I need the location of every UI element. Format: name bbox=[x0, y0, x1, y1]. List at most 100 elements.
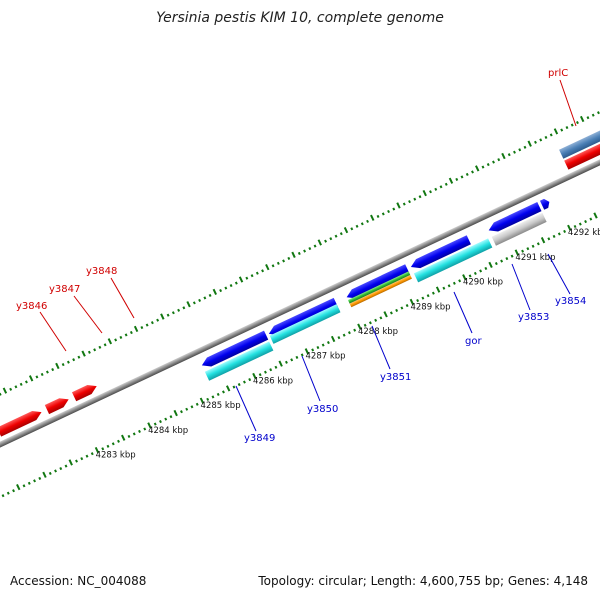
ruler-label: 4287 kbp bbox=[306, 352, 346, 362]
upper-tick bbox=[492, 160, 495, 164]
lower-tick bbox=[552, 234, 556, 238]
gene-label: y3847 bbox=[49, 284, 80, 295]
lower-tick bbox=[75, 459, 78, 463]
label-layer: 4283 kbp 4284 kbp 4285 kbp 4286 kbp 4287 kbp… bbox=[16, 68, 600, 460]
upper-tick bbox=[119, 335, 123, 340]
lower-tick bbox=[232, 385, 236, 389]
lower-tick bbox=[54, 469, 57, 473]
lower-tick-track bbox=[1, 212, 600, 498]
lower-tick bbox=[190, 405, 194, 409]
lower-tick bbox=[304, 348, 310, 355]
gene-label: y3853 bbox=[518, 312, 549, 323]
upper-tick bbox=[93, 348, 97, 352]
ruler-label: 4285 kbp bbox=[201, 401, 241, 411]
upper-tick bbox=[28, 375, 34, 382]
lower-tick bbox=[567, 224, 572, 231]
lower-tick bbox=[290, 358, 294, 362]
upper-tick bbox=[212, 288, 217, 296]
lower-tick bbox=[106, 444, 110, 448]
lower-tick bbox=[132, 432, 136, 436]
upper-tick bbox=[276, 261, 280, 265]
lower-tick bbox=[295, 355, 299, 359]
upper-tick bbox=[81, 350, 86, 357]
upper-tick bbox=[429, 190, 432, 194]
lower-tick bbox=[389, 311, 393, 315]
upper-tick bbox=[448, 177, 454, 184]
lower-tick bbox=[593, 212, 598, 219]
lower-tick bbox=[269, 368, 273, 372]
upper-tick bbox=[203, 296, 207, 300]
lower-tick bbox=[316, 345, 320, 350]
upper-tick bbox=[518, 148, 522, 152]
lower-tick bbox=[458, 279, 462, 283]
lower-tick bbox=[426, 294, 430, 298]
lower-tick bbox=[357, 323, 362, 330]
upper-tick bbox=[265, 264, 270, 271]
upper-tick bbox=[471, 170, 474, 174]
upper-tick bbox=[313, 244, 317, 248]
lower-tick bbox=[237, 382, 241, 387]
lower-tick bbox=[557, 232, 561, 236]
lower-tick bbox=[409, 298, 415, 306]
ruler-label: 4283 kbp bbox=[96, 450, 136, 460]
gene-label: y3850 bbox=[307, 404, 338, 415]
upper-tick bbox=[40, 372, 44, 377]
lower-tick bbox=[342, 333, 346, 337]
upper-tick bbox=[282, 259, 286, 263]
upper-tick bbox=[376, 214, 380, 218]
upper-tick bbox=[186, 301, 191, 308]
upper-tick bbox=[177, 308, 181, 312]
lower-tick bbox=[38, 476, 42, 480]
lower-tick bbox=[94, 446, 100, 454]
lower-tick bbox=[374, 318, 378, 322]
topology-summary: Topology: circular; Length: 4,600,755 bp… bbox=[258, 574, 588, 588]
lower-tick bbox=[484, 266, 488, 271]
lower-tick bbox=[185, 407, 189, 411]
leader-line bbox=[73, 295, 103, 334]
lower-tick bbox=[563, 229, 567, 234]
upper-tick bbox=[465, 172, 469, 177]
lower-tick bbox=[274, 365, 278, 369]
upper-tick bbox=[576, 121, 579, 125]
lower-tick bbox=[442, 286, 446, 290]
upper-tick bbox=[455, 177, 459, 181]
lower-tick bbox=[206, 397, 210, 401]
reverse-gene bbox=[269, 304, 341, 344]
gene-label: y3846 bbox=[16, 301, 47, 312]
lower-tick bbox=[589, 217, 593, 221]
ruler-label: 4286 kbp bbox=[253, 376, 293, 386]
upper-tick bbox=[271, 264, 275, 268]
leader-line bbox=[39, 311, 67, 352]
lower-tick bbox=[138, 429, 141, 434]
upper-tick bbox=[402, 202, 406, 206]
lower-tick bbox=[127, 434, 131, 438]
upper-tick bbox=[98, 345, 102, 349]
accession-label: Accession: NC_004088 bbox=[10, 574, 147, 588]
lower-tick bbox=[199, 397, 205, 404]
genome-backbone bbox=[0, 84, 600, 473]
lower-tick bbox=[514, 249, 519, 256]
upper-tick bbox=[255, 271, 259, 275]
lower-tick bbox=[347, 331, 351, 335]
reverse-strand-genes bbox=[201, 198, 550, 381]
lower-tick bbox=[121, 434, 126, 441]
reverse-gene bbox=[201, 330, 269, 367]
lower-tick bbox=[547, 237, 551, 241]
upper-tick bbox=[507, 153, 511, 157]
lower-tick bbox=[284, 360, 288, 364]
lower-tick bbox=[468, 274, 472, 278]
leader-line bbox=[235, 385, 257, 432]
lower-tick bbox=[90, 452, 94, 456]
upper-tick bbox=[291, 251, 296, 258]
upper-tick bbox=[544, 135, 548, 139]
ruler-label: 4284 kbp bbox=[148, 426, 188, 436]
upper-tick bbox=[77, 355, 81, 359]
upper-tick bbox=[303, 249, 307, 253]
lower-tick bbox=[173, 409, 178, 417]
lower-tick bbox=[416, 299, 420, 303]
lower-tick bbox=[16, 484, 21, 491]
upper-tick bbox=[527, 140, 532, 147]
lower-tick bbox=[143, 427, 147, 431]
lower-tick bbox=[264, 370, 267, 374]
